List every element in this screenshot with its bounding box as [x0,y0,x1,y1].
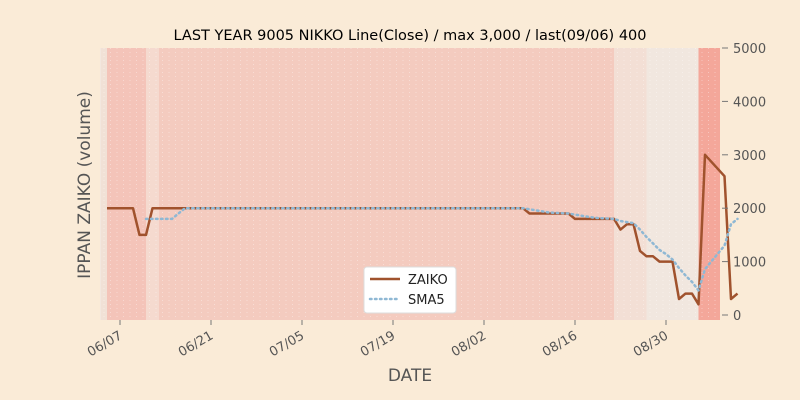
chart-title: LAST YEAR 9005 NIKKO Line(Close) / max 3… [174,28,647,44]
legend: ZAIKO SMA5 [363,266,457,314]
series-layer [107,153,739,306]
y-axis-label: IPPAN ZAIKO (volume) [75,91,95,279]
y-tick-label: 3000 [733,149,766,164]
x-tick-label: 06/07 [85,328,125,360]
y-tick-label: 2000 [733,202,766,217]
y-tick-label: 5000 [733,42,766,57]
x-tick-label: 07/19 [358,328,398,360]
background-band-5 [646,48,699,320]
x-tick-label: 08/02 [449,328,489,360]
background-band-1 [107,48,146,320]
vertical-grid [103,48,716,320]
y-tick-label: 4000 [733,95,766,110]
x-tick-label: 06/21 [176,328,216,360]
background-band-4 [614,48,647,320]
legend-label-sma5: SMA5 [408,293,445,308]
x-tick-label: 08/16 [540,328,580,360]
series-sma5-line [144,206,739,292]
background-band-0 [100,48,107,320]
x-axis: 06/07 06/21 07/05 07/19 08/02 08/16 08/30 [85,320,671,360]
y-tick-label: 0 [733,309,741,324]
y-axis: 0 1000 2000 3000 4000 5000 [722,42,766,324]
x-tick-label: 08/30 [631,328,671,360]
background-band-6 [698,48,720,320]
x-axis-label: DATE [388,366,432,386]
x-tick-label: 07/05 [267,328,307,360]
legend-label-zaiko: ZAIKO [408,273,448,288]
background-band-2 [146,48,159,320]
y-tick-label: 1000 [733,256,766,271]
